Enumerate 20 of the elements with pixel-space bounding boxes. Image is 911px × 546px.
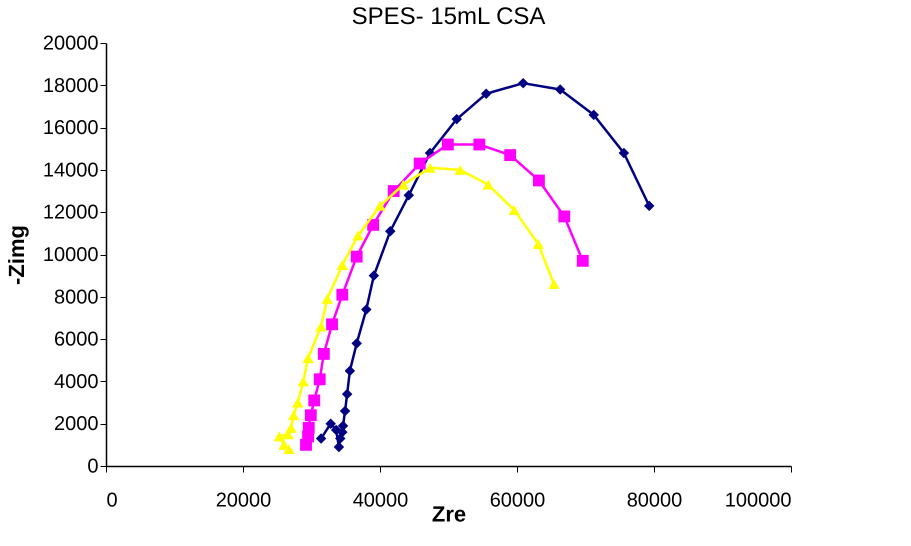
y-tick-label: 2000 [54,413,98,436]
x-axis-title: Zre [432,502,466,526]
y-tick-label: 16000 [42,117,98,140]
x-tick-label: 20000 [216,490,272,512]
y-tick-label: 10000 [42,244,98,266]
x-tick-label: 80000 [626,490,682,512]
y-tick-label: 4000 [54,370,98,393]
y-tick-label: 20000 [42,32,98,54]
y-axis-title: -Zimg [4,225,29,285]
y-tick-label: 18000 [42,74,98,97]
y-tick-label: 12000 [42,202,98,224]
y-tick-label: 6000 [54,328,98,351]
x-tick-label: 60000 [490,490,546,512]
y-tick-label: 0 [87,456,98,478]
x-tick-label: 0 [106,490,118,512]
x-tick-label: 100000 [724,490,792,512]
y-tick-label: 8000 [54,286,98,308]
chart-title: SPES- 15mL CSA [352,3,546,30]
x-tick-label: 40000 [352,490,408,512]
y-tick-label: 14000 [42,159,98,182]
